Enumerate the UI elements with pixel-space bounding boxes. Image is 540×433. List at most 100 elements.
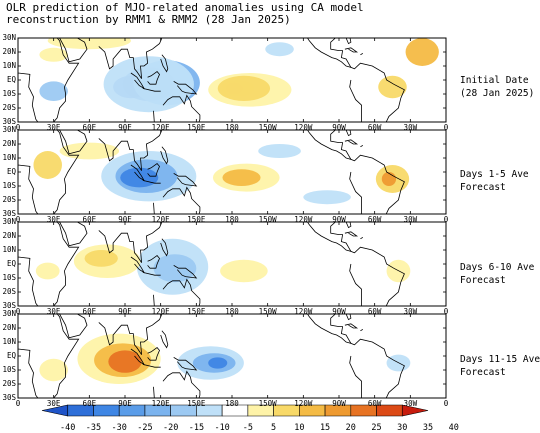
lat-tick-label: 20S bbox=[2, 195, 16, 204]
lat-tick-label: 20N bbox=[2, 139, 16, 148]
colorbar-segment bbox=[401, 404, 429, 417]
coastline bbox=[98, 38, 163, 79]
anomaly-blob bbox=[405, 38, 439, 66]
lat-tick-label: EQ bbox=[6, 167, 16, 176]
coastline bbox=[173, 265, 198, 279]
lat-tick-label: 20N bbox=[2, 323, 16, 332]
anomaly-blob bbox=[33, 151, 62, 179]
lat-tick-label: 30S bbox=[2, 393, 16, 402]
lon-tick-label: 120W bbox=[294, 399, 313, 408]
lon-tick-label: 120W bbox=[294, 307, 313, 316]
anomaly-blob bbox=[103, 56, 194, 113]
coastline bbox=[59, 38, 88, 63]
lon-tick-label: 150W bbox=[258, 123, 277, 132]
coastline bbox=[59, 222, 88, 247]
coastline bbox=[307, 130, 352, 161]
coastline bbox=[18, 130, 80, 214]
coastline bbox=[344, 323, 359, 329]
anomaly-blob bbox=[217, 75, 271, 101]
coastline bbox=[98, 314, 163, 355]
coastline bbox=[160, 238, 169, 257]
map-panel-4 bbox=[17, 307, 447, 399]
lon-tick-label: 120E bbox=[151, 307, 170, 316]
lon-tick-label: 120E bbox=[151, 399, 170, 408]
anomaly-blob bbox=[378, 75, 407, 99]
colorbar-label: -35 bbox=[85, 423, 102, 433]
lon-tick-label: 180 bbox=[225, 123, 239, 132]
lon-tick-label: 120E bbox=[151, 123, 170, 132]
coastline bbox=[98, 130, 163, 171]
figure-title-line2: reconstruction by RMM1 & RMM2 (28 Jan 20… bbox=[6, 13, 291, 26]
lon-tick-label: 0 bbox=[15, 399, 21, 408]
lon-tick-label: 120E bbox=[151, 215, 170, 224]
coastline bbox=[173, 307, 185, 313]
panel2-label: Days 1-5 Ave Forecast bbox=[460, 169, 529, 193]
coastline bbox=[344, 231, 359, 237]
lon-tick-label: 30E bbox=[46, 123, 61, 132]
lon-tick-label: 60W bbox=[367, 215, 382, 224]
coastline bbox=[173, 31, 185, 37]
lon-tick-label: 30E bbox=[46, 307, 61, 316]
lon-tick-label: 150E bbox=[187, 399, 206, 408]
colorbar-segment bbox=[93, 404, 120, 417]
lon-tick-label: 120W bbox=[294, 215, 313, 224]
coastline bbox=[360, 237, 364, 240]
lat-tick-label: 30N bbox=[2, 125, 16, 134]
lon-tick-label: 30E bbox=[46, 215, 61, 224]
lat-tick-label: 30S bbox=[2, 209, 16, 218]
lat-tick-label: 10S bbox=[2, 273, 16, 282]
lon-tick-label: 90E bbox=[118, 307, 132, 316]
coastline bbox=[173, 215, 185, 221]
lon-tick-label: 180 bbox=[225, 307, 239, 316]
lat-tick-label: EQ bbox=[6, 75, 16, 84]
colorbar bbox=[41, 404, 429, 417]
coastline bbox=[153, 278, 201, 306]
coastline bbox=[153, 186, 201, 214]
lat-tick-label: EQ bbox=[6, 351, 16, 360]
coastline bbox=[147, 71, 160, 85]
coastline bbox=[360, 145, 364, 148]
lon-tick-label: 60E bbox=[82, 307, 97, 316]
coastline bbox=[360, 329, 364, 332]
coastline bbox=[160, 146, 169, 165]
lat-tick-label: 30S bbox=[2, 301, 16, 310]
coastline bbox=[307, 314, 352, 345]
lat-tick-label: EQ bbox=[6, 259, 16, 268]
anomaly-blob bbox=[153, 254, 197, 283]
panel4-label: Days 11-15 Ave Forecast bbox=[460, 354, 540, 378]
colorbar-label: -20 bbox=[162, 423, 179, 433]
lon-tick-label: 120W bbox=[294, 123, 313, 132]
anomaly-blob bbox=[84, 250, 118, 267]
lon-tick-label: 90W bbox=[332, 215, 346, 224]
coastline bbox=[173, 173, 198, 187]
anomaly-blob bbox=[208, 357, 228, 369]
lat-tick-label: 20S bbox=[2, 379, 16, 388]
lat-tick-label: 30N bbox=[2, 33, 16, 42]
coastline bbox=[307, 38, 352, 69]
lon-tick-label: 0 bbox=[15, 307, 21, 316]
lat-tick-label: 10S bbox=[2, 89, 16, 98]
lon-tick-label: 150W bbox=[258, 399, 277, 408]
lon-tick-label: 150E bbox=[187, 215, 206, 224]
anomaly-blob bbox=[258, 144, 301, 158]
lat-tick-label: 10S bbox=[2, 365, 16, 374]
anomaly-blob bbox=[220, 259, 268, 283]
colorbar-label: 25 bbox=[371, 423, 382, 433]
lon-tick-label: 0 bbox=[443, 399, 449, 408]
anomaly-blob bbox=[35, 262, 60, 280]
lon-tick-label: 60W bbox=[367, 307, 382, 316]
coastline bbox=[349, 338, 405, 398]
lon-tick-label: 150E bbox=[187, 123, 206, 132]
lon-tick-label: 90W bbox=[332, 123, 346, 132]
anomaly-blob bbox=[39, 47, 68, 62]
lon-tick-label: 90W bbox=[332, 399, 346, 408]
coastline bbox=[18, 38, 80, 122]
panel1-label: Initial Date (28 Jan 2025) bbox=[460, 75, 535, 99]
lon-tick-label: 0 bbox=[443, 307, 449, 316]
coastline bbox=[130, 72, 146, 90]
lon-tick-label: 30E bbox=[46, 399, 61, 408]
coastline bbox=[153, 370, 201, 398]
map-panel-3 bbox=[17, 215, 447, 307]
lon-tick-label: 180 bbox=[225, 215, 239, 224]
